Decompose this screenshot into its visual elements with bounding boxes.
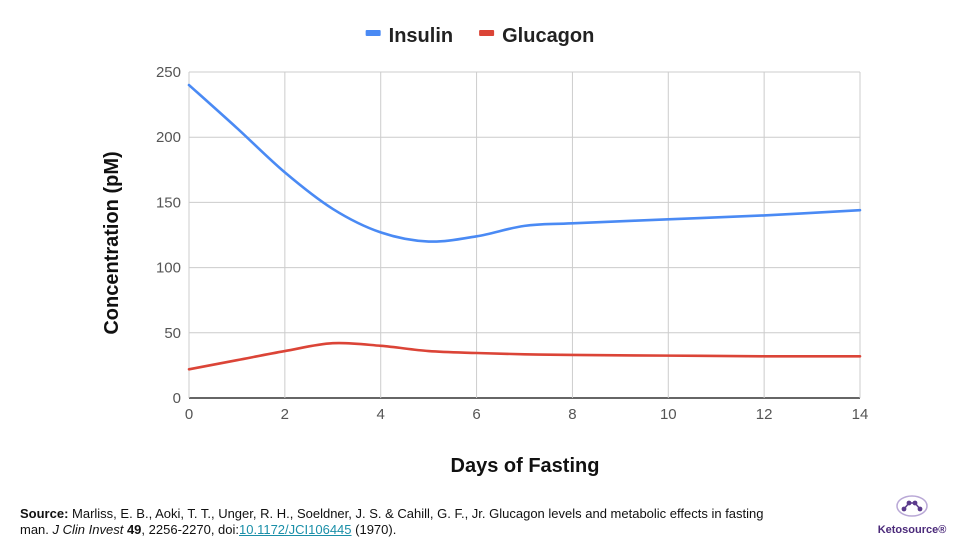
grid	[188, 71, 861, 399]
source-text: Marliss, E. B., Aoki, T. T., Unger, R. H…	[20, 506, 764, 537]
source-citation: Source: Marliss, E. B., Aoki, T. T., Ung…	[20, 506, 780, 538]
x-tick-label: 0	[185, 406, 193, 423]
y-tick-label: 200	[156, 129, 181, 146]
series-line-glucagon	[187, 341, 862, 371]
molecule-icon	[896, 495, 928, 517]
legend-item-insulin: Insulin	[365, 25, 453, 47]
x-tick-label: 10	[660, 406, 677, 423]
y-tick-label: 250	[156, 64, 181, 81]
x-tick-label: 2	[281, 406, 289, 423]
legend: Insulin Glucagon	[365, 25, 594, 47]
logo-text: Ketosource®	[877, 524, 947, 536]
y-tick-label: 150	[156, 194, 181, 211]
legend-swatch	[479, 30, 495, 36]
x-tick-label: 12	[756, 406, 773, 423]
source-volume: 49	[126, 522, 142, 537]
x-tick-label: 8	[568, 406, 576, 423]
source-year: (1970).	[351, 522, 397, 537]
x-tick-label: 14	[852, 406, 869, 423]
x-axis-title: Days of Fasting	[451, 455, 600, 477]
source-pages: , 2256-2270, doi:	[141, 522, 239, 537]
series-line-insulin	[187, 83, 862, 243]
legend-swatch	[365, 30, 381, 36]
source-journal: J Clin Invest	[52, 522, 124, 537]
legend-item-glucagon: Glucagon	[479, 25, 594, 47]
tick-labels: 0 50 100 150 200 250 0 2 4 6 8 10 12 14	[156, 64, 868, 423]
legend-label: Insulin	[389, 25, 453, 47]
y-tick-label: 100	[156, 260, 181, 277]
series-lines	[187, 83, 862, 371]
ketosource-logo: Ketosource®	[868, 494, 956, 536]
x-tick-label: 4	[377, 406, 385, 423]
y-tick-label: 50	[164, 325, 181, 342]
y-axis-title: Concentration (pM)	[101, 151, 123, 334]
chart: 0 50 100 150 200 250 0 2 4 6 8 10 12 14 Insulin Glucag…	[101, 25, 868, 477]
x-tick-label: 6	[472, 406, 480, 423]
legend-label: Glucagon	[502, 25, 594, 47]
y-tick-label: 0	[173, 390, 181, 407]
source-label: Source:	[20, 506, 69, 521]
doi-link[interactable]: 10.1172/JCI106445	[239, 522, 352, 537]
